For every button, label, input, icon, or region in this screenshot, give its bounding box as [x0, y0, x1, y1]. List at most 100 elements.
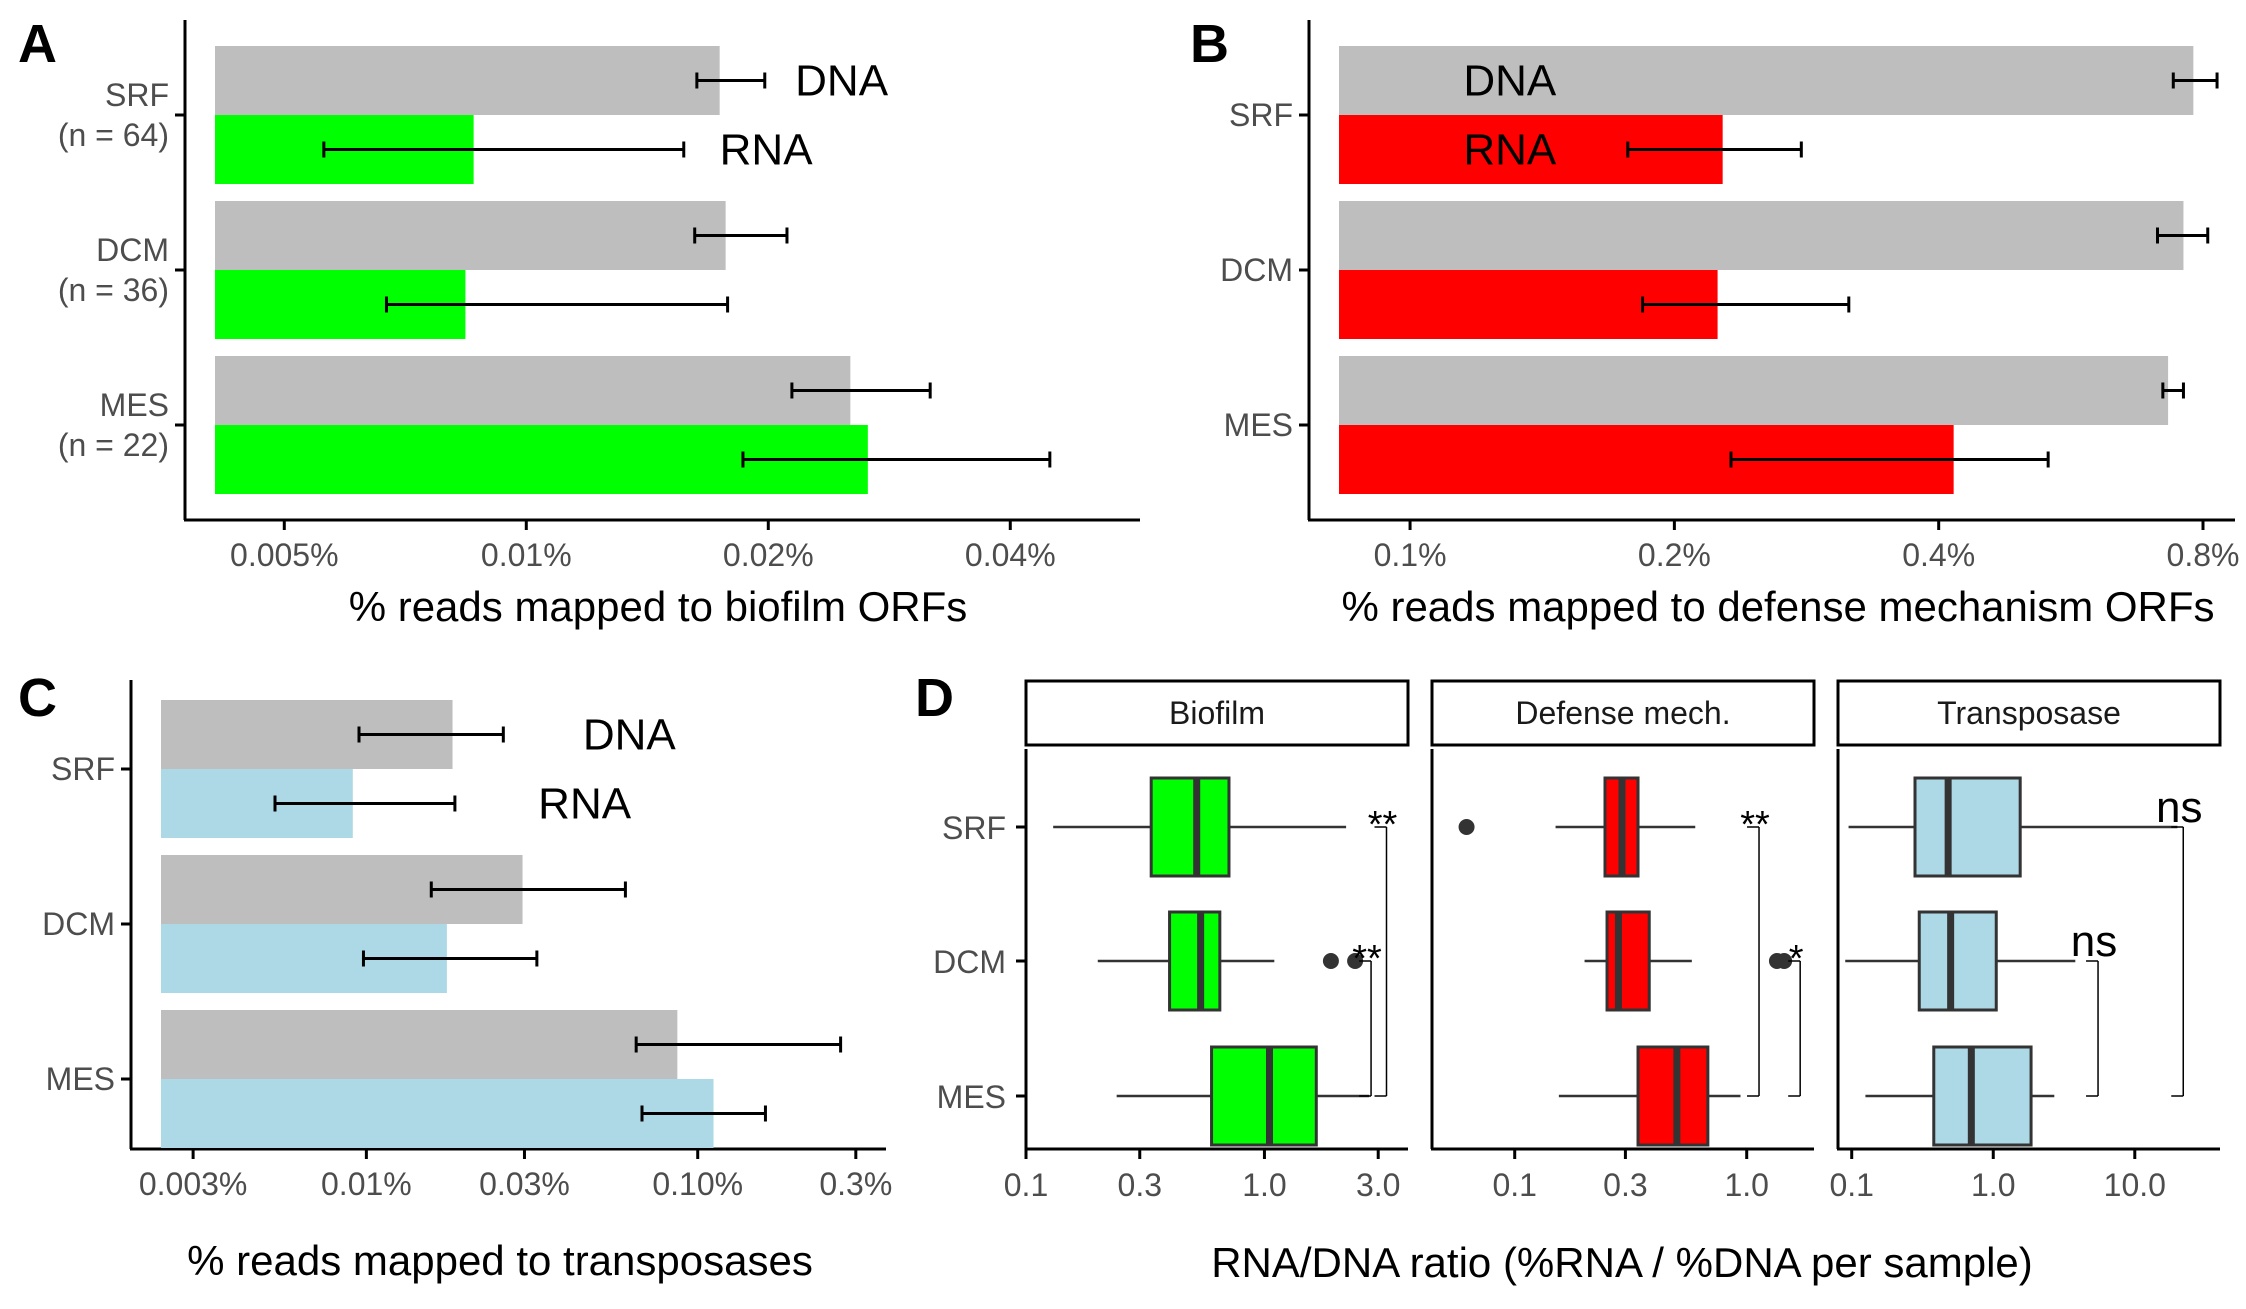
x-axis-title: % reads mapped to transposases — [187, 1237, 813, 1284]
y-tick-label-dcm: DCM — [1220, 252, 1293, 288]
y-tick-label-line: DCM — [96, 232, 169, 268]
y-tick-label-line: SRF — [105, 77, 169, 113]
significance-label: * — [1789, 938, 1804, 980]
outlier-dcm — [1347, 953, 1364, 969]
x-tick-label: 0.1% — [1374, 537, 1447, 573]
y-tick-label-mes: MES (n = 22) — [58, 387, 169, 463]
panel-d-letter: D — [915, 668, 954, 728]
facet-defense-mech: Defense mech.***0.1 0.3 1.0 — [1430, 679, 1816, 1203]
box-mes — [1932, 1045, 2033, 1147]
x-tick-label: 0.1 — [1004, 1167, 1048, 1203]
x-tick-label: 0.02% — [723, 537, 814, 573]
facet-strip — [1836, 679, 2222, 747]
box-srf — [1149, 776, 1231, 878]
y-tick-label-line: SRF — [51, 751, 115, 787]
y-tick-label-line: MES — [1224, 407, 1293, 443]
panel-d-ratio-boxplots: D SRF DCM MES Biofilm ** ** 0.1 0.3 1.0 3.0 Defens… — [915, 668, 2222, 1286]
facet-strip-label: Transposase — [1937, 695, 2121, 731]
y-tick-label-srf: SRF — [942, 810, 1006, 846]
x-tick-label: 0.2% — [1638, 537, 1711, 573]
x-tick-label: 0.01% — [321, 1166, 412, 1202]
series-label-dna: DNA — [583, 711, 677, 760]
series-label-dna: DNA — [1463, 57, 1557, 106]
significance-label: ns — [2071, 917, 2117, 966]
x-axis-title: % reads mapped to biofilm ORFs — [349, 583, 968, 630]
y-tick-label-srf: SRF — [1229, 97, 1293, 133]
y-tick-label-dcm: DCM — [42, 906, 115, 942]
y-tick-label-line: DCM — [1220, 252, 1293, 288]
panel-b-letter: B — [1190, 14, 1229, 74]
y-tick-label-line: MES — [100, 387, 169, 423]
x-tick-label: 1.0 — [1724, 1167, 1768, 1203]
y-tick-label-mes: MES — [1224, 407, 1293, 443]
x-tick-label: 0.01% — [481, 537, 572, 573]
facet-strip-label: Defense mech. — [1515, 695, 1730, 731]
box-dcm — [1605, 910, 1651, 1012]
significance-label: ns — [2156, 783, 2202, 832]
x-tick-label: 0.04% — [965, 537, 1056, 573]
bar-dna-srf — [215, 46, 720, 115]
box-srf — [1913, 776, 2022, 878]
series-label-dna: DNA — [795, 57, 889, 106]
bar-dna-mes — [1339, 356, 2169, 425]
x-tick-label: 0.005% — [230, 537, 339, 573]
series-label-rna: RNA — [1463, 126, 1557, 175]
panel-c-letter: C — [18, 668, 57, 728]
facet-transposase: Transposase ns ns 0.1 1.0 10.0 — [1829, 679, 2222, 1203]
x-tick-label: 0.1 — [1829, 1167, 1873, 1203]
bar-dna-dcm — [215, 201, 726, 270]
y-tick-label-dcm: DCM (n = 36) — [58, 232, 169, 308]
significance-label: ** — [1368, 804, 1398, 846]
bar-dna-mes — [161, 1010, 678, 1079]
significance-label: ** — [1352, 938, 1382, 980]
box-mes — [1210, 1045, 1318, 1147]
panel-a-letter: A — [18, 14, 57, 74]
series-label-rna: RNA — [720, 126, 814, 175]
x-tick-label: 10.0 — [2104, 1167, 2166, 1203]
y-tick-label-line: (n = 22) — [58, 427, 169, 463]
facet-strip — [1430, 679, 1816, 747]
y-tick-label-line: DCM — [42, 906, 115, 942]
facet-biofilm: Biofilm ** ** 0.1 0.3 1.0 3.0 — [1004, 679, 1410, 1203]
y-tick-label-line: (n = 36) — [58, 272, 169, 308]
y-tick-label-mes: MES — [937, 1079, 1006, 1115]
series-label-rna: RNA — [538, 780, 632, 829]
x-axis-title: RNA/DNA ratio (%RNA / %DNA per sample) — [1211, 1239, 2033, 1286]
x-tick-label: 0.10% — [652, 1166, 743, 1202]
bar-dna-mes — [215, 356, 851, 425]
x-tick-label: 0.3% — [819, 1166, 892, 1202]
box-mes — [1636, 1045, 1710, 1147]
box-dcm — [1917, 910, 1998, 1012]
x-tick-label: 0.8% — [2167, 537, 2240, 573]
facet-strip — [1024, 679, 1410, 747]
bar-rna-mes — [161, 1079, 714, 1148]
x-axis-title: % reads mapped to defense mechanism ORFs — [1341, 583, 2214, 630]
x-tick-label: 1.0 — [1242, 1167, 1286, 1203]
facet-strip-label: Biofilm — [1169, 695, 1265, 731]
x-tick-label: 0.3 — [1118, 1167, 1162, 1203]
outlier-dcm — [1322, 953, 1339, 969]
x-tick-label: 3.0 — [1356, 1167, 1400, 1203]
significance-label: ** — [1740, 804, 1770, 846]
x-tick-label: 0.4% — [1902, 537, 1975, 573]
panel-c-transposase-bars: C SRF DCM MES DNA RNA 0.003% 0.01% 0.03% 0.10% 0.… — [18, 668, 892, 1284]
panel-a-biofilm-bars: A SRF (n = 64) DCM (n = 36) MES (n = 22) DNA RN… — [18, 14, 1140, 630]
y-tick-label-line: (n = 64) — [58, 117, 169, 153]
y-tick-label-line: MES — [46, 1061, 115, 1097]
outlier-srf — [1458, 819, 1475, 835]
x-tick-label: 0.1 — [1492, 1167, 1536, 1203]
x-tick-label: 1.0 — [1971, 1167, 2015, 1203]
x-tick-label: 0.003% — [139, 1166, 248, 1202]
outlier-dcm — [1776, 953, 1793, 969]
y-tick-label-srf: SRF (n = 64) — [58, 77, 169, 153]
y-tick-label-line: SRF — [1229, 97, 1293, 133]
x-tick-label: 0.03% — [479, 1166, 570, 1202]
y-tick-label-srf: SRF — [51, 751, 115, 787]
bar-dna-dcm — [1339, 201, 2184, 270]
x-tick-label: 0.3 — [1603, 1167, 1647, 1203]
panel-b-defense-bars: B SRF DCM MES DNA RNA 0.1% 0.2% 0.4% 0.8% % reads… — [1190, 14, 2239, 630]
box-dcm — [1168, 910, 1222, 1012]
bar-dna-srf — [1339, 46, 2194, 115]
y-tick-label-dcm: DCM — [933, 944, 1006, 980]
